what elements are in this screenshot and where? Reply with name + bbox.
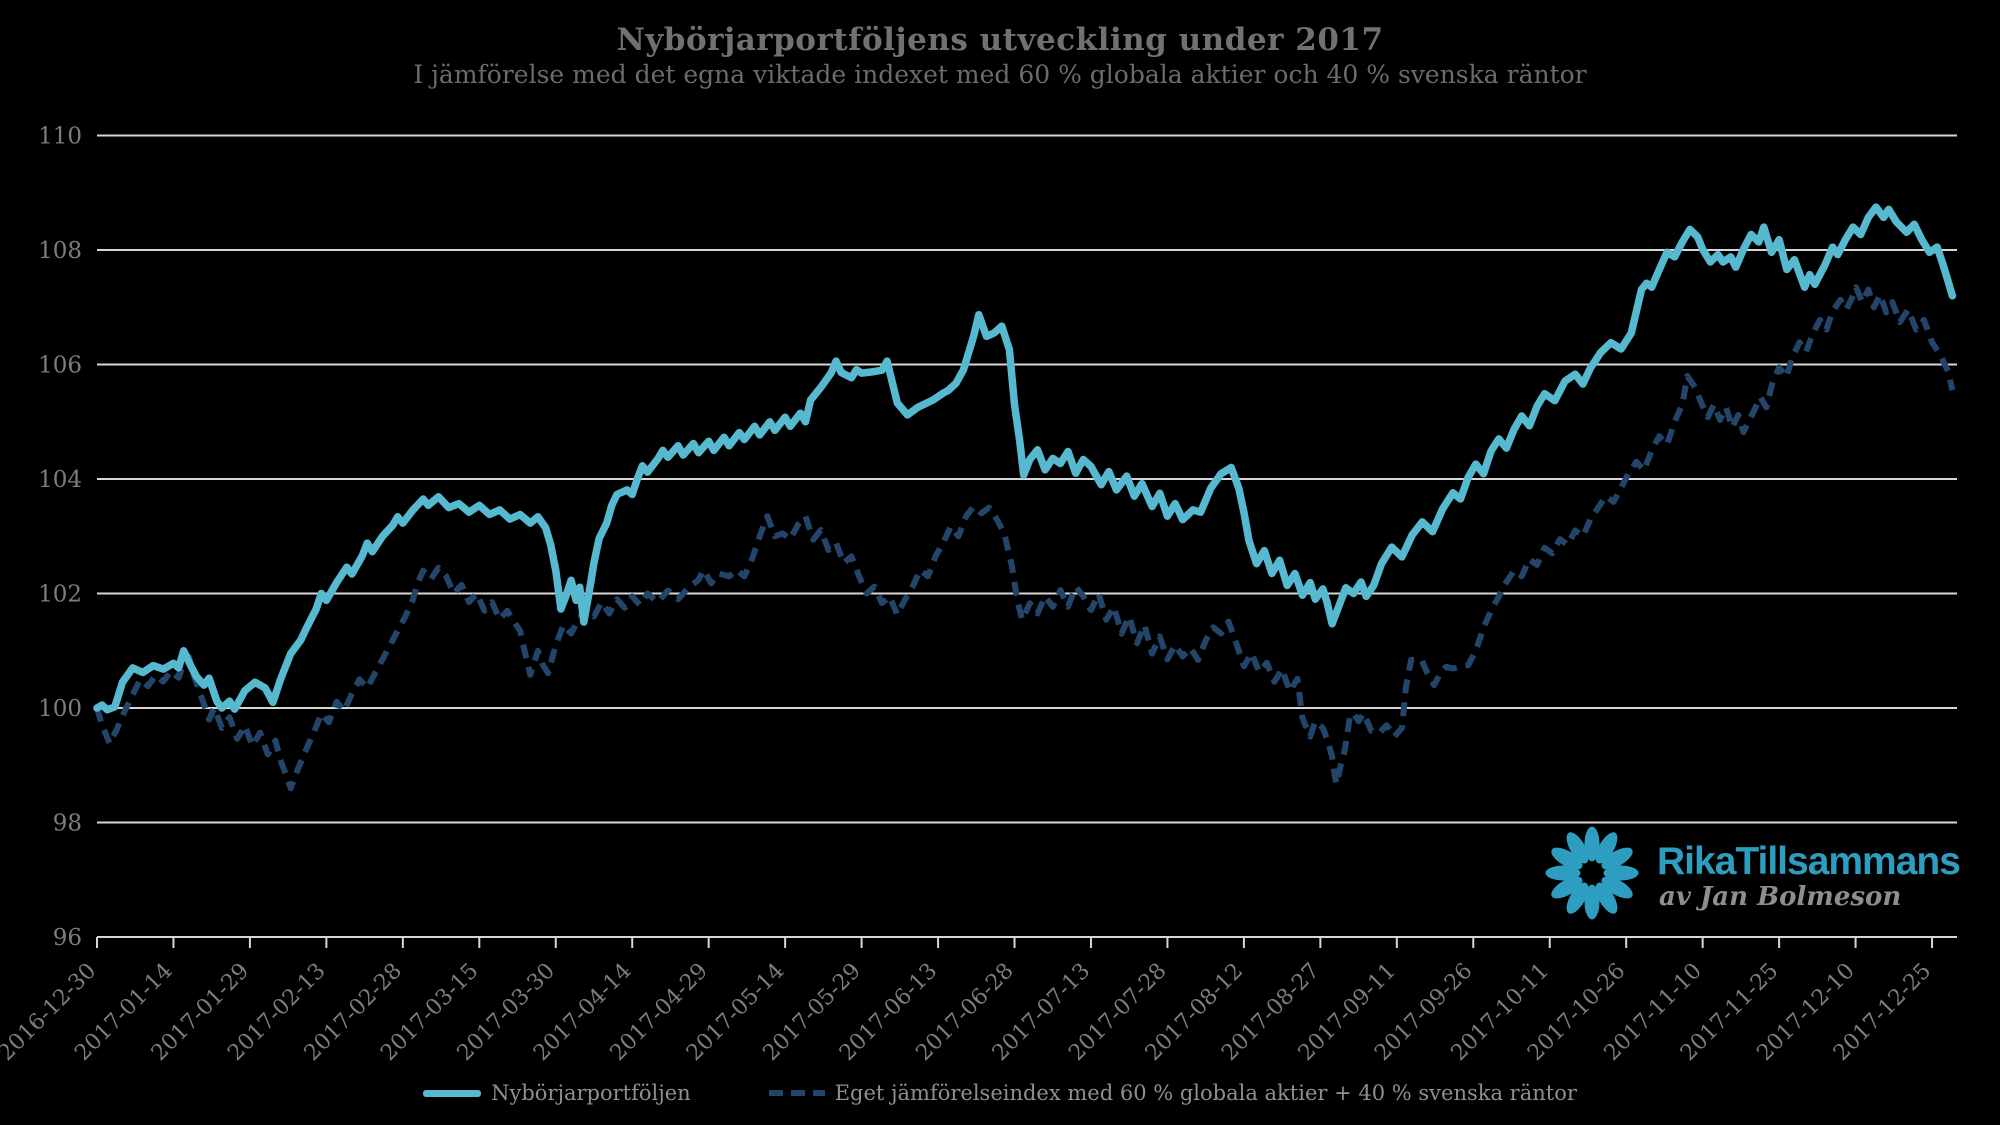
flower-petal [1551,847,1583,870]
flower-petal [1551,876,1583,899]
x-axis-labels: 2016-12-302017-01-142017-01-292017-02-13… [0,959,1936,1066]
flower-petal [1545,865,1581,881]
flower-petal [1601,876,1633,899]
logo-flower-icon [1545,826,1639,920]
rikatillsammans-logo: RikaTillsammans av Jan Bolmeson [1540,824,1961,924]
series-benchmark-index-line [94,284,1956,792]
x-axis-ticks [96,937,1934,948]
legend-swatch-dashed-line [768,1090,825,1096]
y-tick-label-102: 102 [38,582,82,608]
logo-subtext: av Jan Bolmeson [1659,882,1902,912]
flower-petal [1566,882,1589,914]
chart-subtitle: I jämförelse med det egna viktade indexe… [413,60,1587,89]
y-axis-labels: 96 98 100 102 104 106 108 110 [38,124,82,952]
gridlines [97,134,1957,938]
series-portfolio-line [93,203,1957,714]
legend-item-portfolio: Nybörjarportföljen [423,1081,691,1105]
y-tick-label-108: 108 [38,238,82,264]
flower-petal [1595,882,1618,914]
y-tick-label-98: 98 [53,811,82,837]
benchmark-index-path [94,284,1956,792]
portfolio-path [93,203,1957,714]
legend-label-benchmark: Eget jämförelseindex med 60 % globala ak… [834,1081,1577,1105]
y-tick-label-110: 110 [38,124,82,150]
flower-petal [1584,884,1600,920]
legend-label-portfolio: Nybörjarportföljen [491,1081,691,1105]
logo-wordmark: RikaTillsammans [1657,840,1961,883]
legend-swatch-solid-line [423,1089,482,1097]
legend-item-benchmark: Eget jämförelseindex med 60 % globala ak… [768,1081,1577,1105]
flower-petal [1603,865,1639,881]
chart-title: Nybörjarportföljens utveckling under 201… [616,22,1384,58]
flower-petal [1601,847,1633,870]
flower-petal [1595,832,1618,864]
y-tick-label-96: 96 [53,925,82,951]
y-tick-label-104: 104 [38,467,82,493]
flower-petal [1584,826,1600,862]
y-tick-label-100: 100 [38,696,82,722]
legend: Nybörjarportföljen Eget jämförelseindex … [0,1078,2000,1108]
flower-petal [1566,832,1589,864]
y-tick-label-106: 106 [38,353,82,379]
